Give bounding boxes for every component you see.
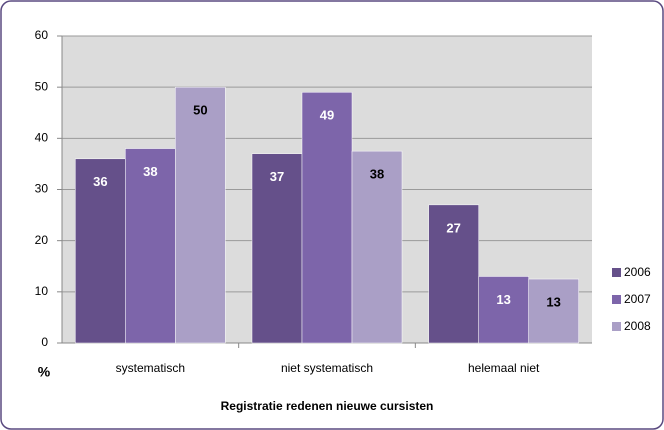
x-tick-label: helemaal niet bbox=[468, 361, 540, 375]
legend-label: 2006 bbox=[624, 265, 651, 279]
bar bbox=[175, 86, 226, 344]
legend-label: 2007 bbox=[624, 292, 651, 306]
y-axis-label: % bbox=[38, 364, 51, 380]
bar bbox=[125, 148, 176, 344]
y-tick-label: 0 bbox=[41, 335, 48, 349]
y-tick-label: 10 bbox=[35, 284, 49, 298]
bar bbox=[428, 204, 479, 344]
data-label: 27 bbox=[446, 220, 460, 235]
x-tick-label: niet systematisch bbox=[281, 361, 373, 375]
data-label: 50 bbox=[193, 103, 207, 118]
y-tick-label: 60 bbox=[35, 28, 49, 42]
data-label: 38 bbox=[143, 164, 157, 179]
data-label: 49 bbox=[320, 108, 334, 123]
bar bbox=[478, 276, 529, 344]
legend-swatch bbox=[612, 268, 621, 277]
data-label: 36 bbox=[93, 174, 107, 189]
data-label: 38 bbox=[370, 167, 384, 182]
data-label: 13 bbox=[546, 294, 560, 309]
bar bbox=[75, 158, 126, 344]
x-tick-label: systematisch bbox=[116, 361, 185, 375]
x-axis-label: Registratie redenen nieuwe cursisten bbox=[221, 399, 434, 413]
data-label: 13 bbox=[496, 292, 510, 307]
bar bbox=[301, 92, 353, 344]
y-tick-label: 40 bbox=[35, 131, 49, 145]
legend-swatch bbox=[612, 295, 621, 304]
bar bbox=[351, 150, 403, 344]
bar bbox=[251, 153, 303, 344]
y-tick-label: 30 bbox=[35, 182, 49, 196]
legend-swatch bbox=[612, 322, 621, 331]
data-label: 37 bbox=[270, 169, 284, 184]
bar bbox=[528, 278, 579, 344]
y-tick-label: 50 bbox=[35, 79, 49, 93]
legend-label: 2008 bbox=[624, 319, 651, 333]
y-tick-label: 20 bbox=[35, 233, 49, 247]
